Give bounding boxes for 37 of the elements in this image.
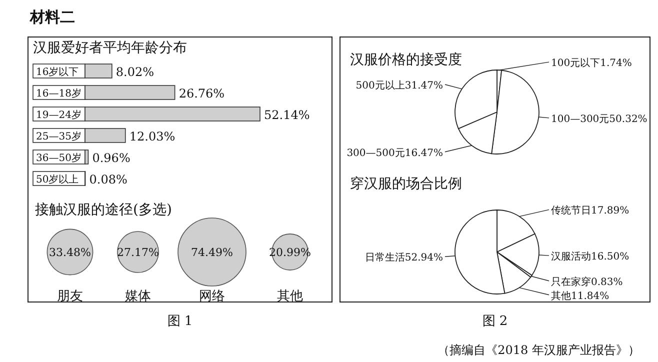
category-label: 朋友 (57, 289, 83, 304)
y-tick-label: 16—18岁 (36, 88, 82, 100)
y-tick-label: 19—24岁 (36, 109, 82, 121)
text: 材料二 (29, 8, 75, 26)
data-label: 26.76% (178, 86, 225, 100)
slice-label: 只在家穿0.83% (551, 276, 623, 288)
data-label: 8.02% (116, 65, 154, 79)
slice-label: 汉服活动16.50% (551, 250, 630, 263)
data-label: 52.14% (264, 108, 310, 122)
slice-label: 300—500元16.47% (346, 148, 443, 159)
data-label: 20.99% (269, 246, 311, 259)
text: 接触汉服的途径(多选) (35, 202, 172, 218)
slice-label: 日常生活52.94% (364, 252, 443, 264)
slice-label: 500元以上31.47% (356, 80, 443, 92)
category-label: 媒体 (125, 289, 151, 304)
caption: 图 2 (482, 314, 508, 329)
slice-label: 100—300元50.32% (551, 114, 648, 125)
chart-title: 穿汉服的场合比例 (350, 176, 462, 192)
caption: 图 1 (167, 314, 193, 329)
y-tick-label: 36—50岁 (36, 152, 82, 164)
data-label: 74.49% (191, 246, 233, 259)
slice-label: 100元以下1.74% (551, 57, 632, 70)
data-label: 27.17% (117, 246, 159, 259)
y-tick-label: 50岁以上 (36, 174, 79, 186)
text: （摘编自《2018 年汉服产业报告》） (438, 343, 640, 357)
category-label: 其他 (277, 289, 303, 304)
y-tick-label: 25—35岁 (36, 130, 82, 142)
data-label: 0.96% (92, 151, 130, 165)
slice-label: 其他11.84% (551, 290, 610, 302)
data-label: 33.48% (49, 246, 91, 259)
data-label: 0.08% (89, 172, 128, 186)
data-label: 12.03% (129, 130, 176, 144)
category-label: 网络 (199, 289, 225, 304)
slice-label: 传统节日17.89% (551, 204, 630, 217)
chart-title: 汉服价格的接受度 (350, 52, 462, 68)
chart-title: 汉服爱好者平均年龄分布 (33, 40, 187, 56)
y-tick-label: 16岁以下 (36, 66, 79, 78)
